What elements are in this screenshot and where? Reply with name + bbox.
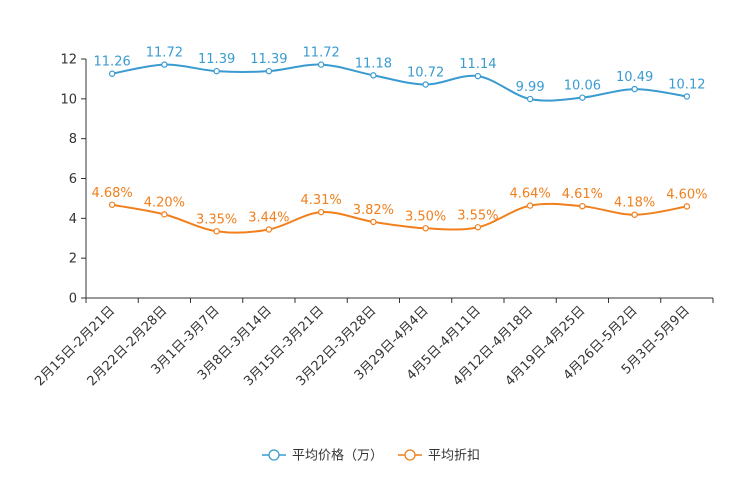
data-label: 3.50%	[405, 209, 446, 224]
y-tick-label: 12	[60, 53, 77, 68]
y-tick-label: 0	[69, 292, 77, 307]
data-label: 11.72	[146, 46, 183, 61]
y-tick-label: 8	[69, 132, 77, 147]
y-tick-label: 4	[69, 212, 77, 227]
data-point	[526, 202, 534, 209]
data-label: 11.39	[250, 52, 287, 67]
data-label: 4.68%	[91, 186, 132, 201]
data-label: 4.60%	[666, 187, 707, 202]
data-point	[317, 61, 325, 68]
data-label: 11.18	[355, 56, 392, 71]
data-point	[370, 218, 377, 226]
legend-item-2[interactable]: 平均折扣	[398, 449, 480, 464]
data-point	[631, 85, 638, 93]
data-label: 4.61%	[562, 187, 603, 202]
data-point	[683, 93, 691, 100]
data-label: 4.18%	[614, 196, 655, 211]
y-tick-label: 6	[69, 172, 77, 187]
data-label: 4.64%	[509, 187, 550, 202]
y-tick-label: 10	[60, 92, 77, 107]
data-label: 9.99	[516, 80, 545, 95]
data-point	[161, 61, 168, 68]
data-point	[213, 67, 220, 75]
legend-label: 平均折扣	[428, 449, 480, 464]
data-point	[474, 224, 482, 231]
data-label: 11.39	[198, 52, 235, 67]
data-point	[370, 72, 377, 79]
data-label: 10.49	[616, 70, 653, 85]
data-point	[213, 228, 220, 235]
legend-label: 平均价格（万）	[292, 448, 383, 464]
legend-marker-icon	[404, 449, 416, 461]
series-1: 11.26 11.72 11.39 11.39 11.72 11.18 10.72 11.14…	[94, 46, 705, 103]
data-point	[265, 67, 273, 75]
data-point	[265, 226, 273, 233]
data-point	[579, 202, 586, 210]
data-label: 3.35%	[196, 212, 237, 227]
data-point	[108, 201, 116, 208]
data-point	[683, 203, 691, 210]
data-label: 10.06	[564, 79, 601, 94]
legend-item-1[interactable]: 平均价格（万）	[262, 448, 383, 464]
data-label: 10.12	[668, 77, 705, 92]
data-label: 4.31%	[300, 193, 341, 208]
data-label: 3.55%	[457, 208, 498, 223]
data-point	[317, 208, 325, 216]
data-label: 4.20%	[144, 195, 185, 210]
data-point	[579, 94, 586, 101]
data-point	[631, 211, 638, 218]
data-point	[422, 225, 429, 232]
data-point	[526, 95, 534, 103]
data-label: 11.26	[94, 55, 131, 70]
data-label: 10.72	[407, 65, 444, 80]
data-label: 11.14	[459, 57, 496, 72]
y-tick-label: 2	[69, 252, 77, 267]
series-2: 4.68% 4.20% 3.35% 3.44% 4.31% 3.82% 3.50% 3.55%…	[91, 186, 708, 235]
series-line	[111, 202, 688, 234]
data-label: 3.44%	[248, 210, 289, 225]
data-point	[108, 70, 116, 77]
data-point	[474, 72, 482, 80]
data-point	[422, 81, 429, 88]
legend-marker-icon	[268, 449, 280, 461]
series-line	[111, 63, 688, 102]
data-label: 3.82%	[353, 203, 394, 218]
data-label: 11.72	[303, 46, 340, 61]
data-point	[161, 211, 168, 218]
